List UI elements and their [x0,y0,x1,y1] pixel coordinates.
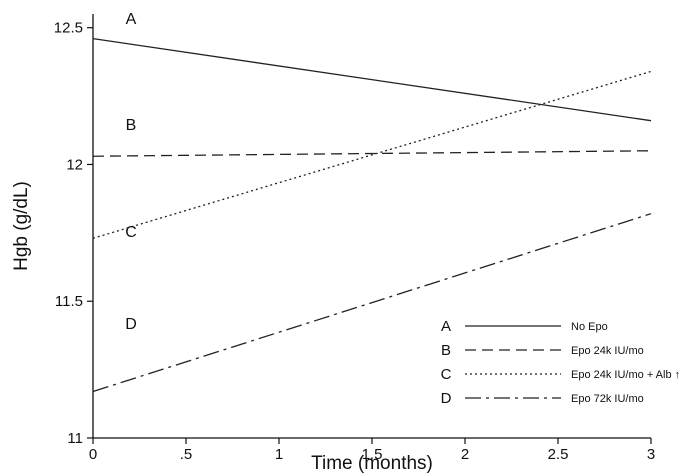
series-lines [92,37,652,393]
series-label-a: A [126,11,137,28]
legend-letter-d: D [441,390,452,407]
series-label-b: B [126,117,137,134]
series-line-c [92,70,652,239]
x-tick-label: 2 [461,446,469,463]
x-ticks: 0 .5 1 1.5 2 2.5 3 [89,438,655,463]
y-tick-label: 12 [66,156,83,173]
series-label-c: C [125,224,137,241]
y-axis-title: Hgb (g/dL) [11,181,32,271]
x-tick-label: 1 [275,446,283,463]
series-line-a [92,37,652,122]
series-line-b [92,150,652,157]
y-ticks: 11 11.5 12 12.5 [54,20,93,447]
axes [92,14,651,439]
y-tick-label: 12.5 [54,20,83,37]
x-tick-label: 2.5 [548,446,569,463]
series-line-d [92,213,652,393]
legend-letter-c: C [441,366,452,383]
legend-label-a: No Epo [571,321,608,333]
legend-label-b: Epo 24k IU/mo [571,345,644,357]
legend-letter-b: B [441,342,451,359]
y-tick-label: 11.5 [55,293,83,310]
series-label-d: D [125,316,137,333]
legend: A No Epo B Epo 24k IU/mo C Epo 24k IU/mo + Al… [441,318,679,407]
y-tick-label: 11 [67,430,83,447]
x-tick-label: 0 [89,446,97,463]
series-letters: A B C D [125,11,137,333]
x-axis-title: Time (months) [311,453,433,474]
legend-letter-a: A [441,318,451,335]
x-tick-label: 3 [647,446,655,463]
legend-label-d: Epo 72k IU/mo [571,393,644,405]
x-tick-label: 1.5 [362,446,383,463]
legend-label-c: Epo 24k IU/mo + Alb ↑ [571,369,679,381]
x-tick-label: .5 [180,446,193,463]
